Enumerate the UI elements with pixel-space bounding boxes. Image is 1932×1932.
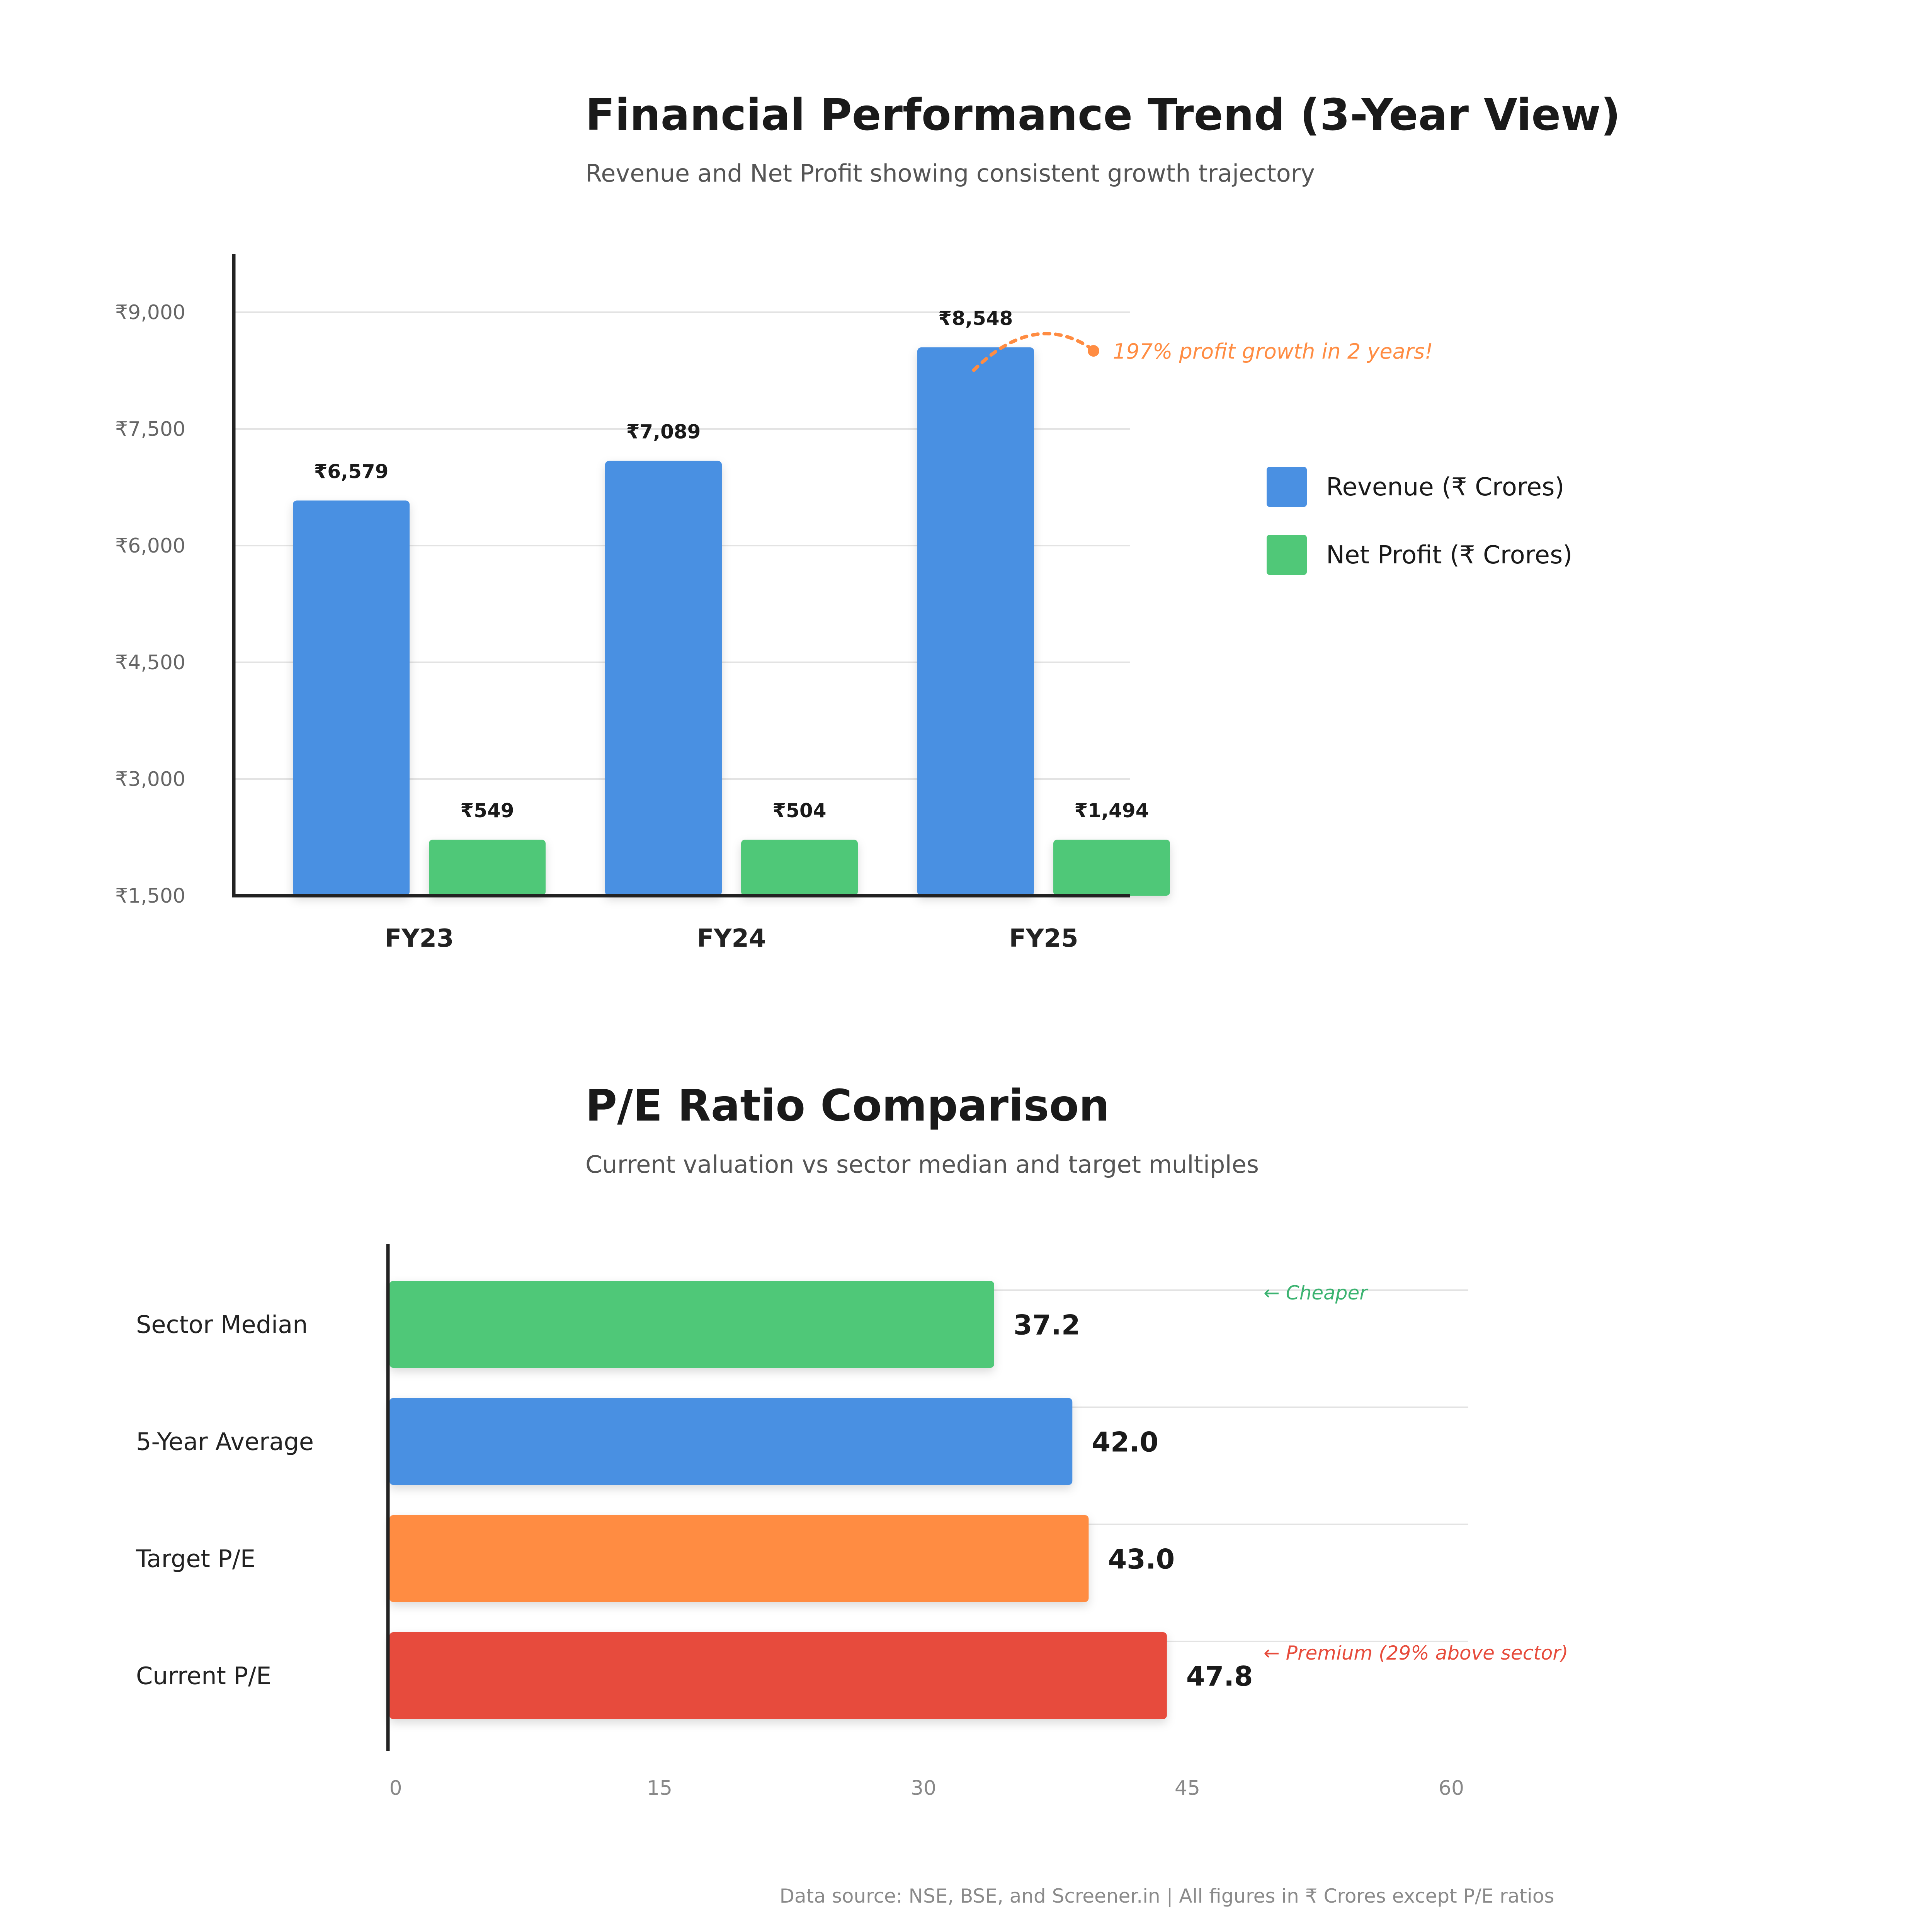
growth-annotation-dot: [1088, 345, 1099, 357]
value-label-revenue-fy24: ₹7,089: [626, 421, 701, 443]
bar-revenue-fy25: [917, 347, 1034, 896]
bar-revenue-fy24: [605, 461, 722, 896]
growth-annotation-text: 197% profit growth in 2 years!: [1113, 339, 1433, 364]
bar-sector-median: [389, 1281, 994, 1368]
pe-ratio-chart: P/E Ratio Comparison Current valuation v…: [136, 1081, 1568, 1800]
value-label-revenue-fy25: ₹8,548: [939, 307, 1013, 330]
legend-revenue-swatch: [1267, 467, 1307, 507]
category-label-sector-median: Sector Median: [136, 1311, 308, 1339]
chart2-title: P/E Ratio Comparison: [585, 1081, 1110, 1131]
bar-net-profit-fy23: [429, 840, 546, 896]
chart2-value-labels: 37.2 42.0 43.0 47.8: [1014, 1310, 1253, 1692]
value-label-5-year-average: 42.0: [1092, 1427, 1158, 1458]
chart1-bars: [293, 347, 1170, 896]
chart1-y-tick-label: ₹9,000: [115, 301, 185, 324]
chart1-y-tick-label: ₹7,500: [115, 418, 185, 441]
chart2-x-tick-label: 0: [389, 1777, 402, 1800]
footer-source: Data source: NSE, BSE, and Screener.in |…: [780, 1885, 1554, 1907]
chart2-x-tick-label: 30: [911, 1777, 936, 1800]
value-label-net-profit-fy24: ₹504: [772, 799, 826, 822]
bar-current-p-e: [389, 1632, 1167, 1719]
x-tick-label-fy24: FY24: [697, 924, 766, 953]
category-label-5-year-average: 5-Year Average: [136, 1428, 314, 1456]
chart1-y-tick-label: ₹3,000: [115, 768, 185, 791]
chart2-x-tick-label: 60: [1439, 1777, 1464, 1800]
legend-revenue-label: Revenue (₹ Crores): [1326, 473, 1564, 502]
value-label-net-profit-fy25: ₹1,494: [1075, 799, 1149, 822]
legend-net-profit-label: Net Profit (₹ Crores): [1326, 541, 1572, 570]
chart1-y-tick-label: ₹1,500: [115, 884, 185, 908]
chart1-y-tick-label: ₹6,000: [115, 534, 185, 558]
chart1-value-labels: ₹6,579 ₹549 ₹7,089 ₹504 ₹8,548 ₹1,494: [314, 307, 1149, 822]
category-label-current-p-e: Current P/E: [136, 1662, 271, 1690]
legend-net-profit-swatch: [1267, 535, 1307, 575]
value-label-net-profit-fy23: ₹549: [460, 799, 514, 822]
premium-annotation: ← Premium (29% above sector): [1264, 1642, 1568, 1664]
bar-net-profit-fy24: [741, 840, 858, 896]
bar-net-profit-fy25: [1053, 840, 1170, 896]
growth-annotation-arrow: [972, 332, 1095, 372]
cheaper-annotation: ← Cheaper: [1264, 1282, 1369, 1304]
bar-5-year-average: [389, 1398, 1073, 1485]
chart2-subtitle: Current valuation vs sector median and t…: [585, 1150, 1259, 1179]
value-label-target-p-e: 43.0: [1108, 1544, 1175, 1575]
x-tick-label-fy25: FY25: [1009, 924, 1078, 953]
value-label-revenue-fy23: ₹6,579: [314, 460, 389, 483]
chart1-y-axis-ticks: ₹1,500 ₹3,000 ₹4,500 ₹6,000 ₹7,500 ₹9,000: [115, 301, 185, 908]
value-label-current-p-e: 47.8: [1186, 1661, 1253, 1692]
x-tick-label-fy23: FY23: [384, 924, 454, 953]
chart2-x-tick-label: 15: [647, 1777, 672, 1800]
chart2-x-tick-label: 45: [1175, 1777, 1200, 1800]
chart1-legend: Revenue (₹ Crores) Net Profit (₹ Crores): [1267, 467, 1572, 575]
financial-performance-chart: Financial Performance Trend (3-Year View…: [115, 90, 1621, 953]
bar-target-p-e: [389, 1515, 1089, 1602]
category-label-target-p-e: Target P/E: [136, 1545, 255, 1573]
value-label-sector-median: 37.2: [1014, 1310, 1080, 1341]
bar-revenue-fy23: [293, 500, 410, 896]
chart2-x-axis-ticks: 0 15 30 45 60: [389, 1777, 1464, 1800]
chart1-x-axis-ticks: FY23 FY24 FY25: [384, 924, 1078, 953]
chart2-bars: [389, 1281, 1167, 1719]
chart2-category-labels: Sector Median 5-Year Average Target P/E Cur…: [136, 1311, 314, 1690]
chart1-subtitle: Revenue and Net Profit showing consisten…: [585, 159, 1315, 187]
chart1-y-tick-label: ₹4,500: [115, 651, 185, 674]
chart1-title: Financial Performance Trend (3-Year View…: [585, 90, 1621, 140]
